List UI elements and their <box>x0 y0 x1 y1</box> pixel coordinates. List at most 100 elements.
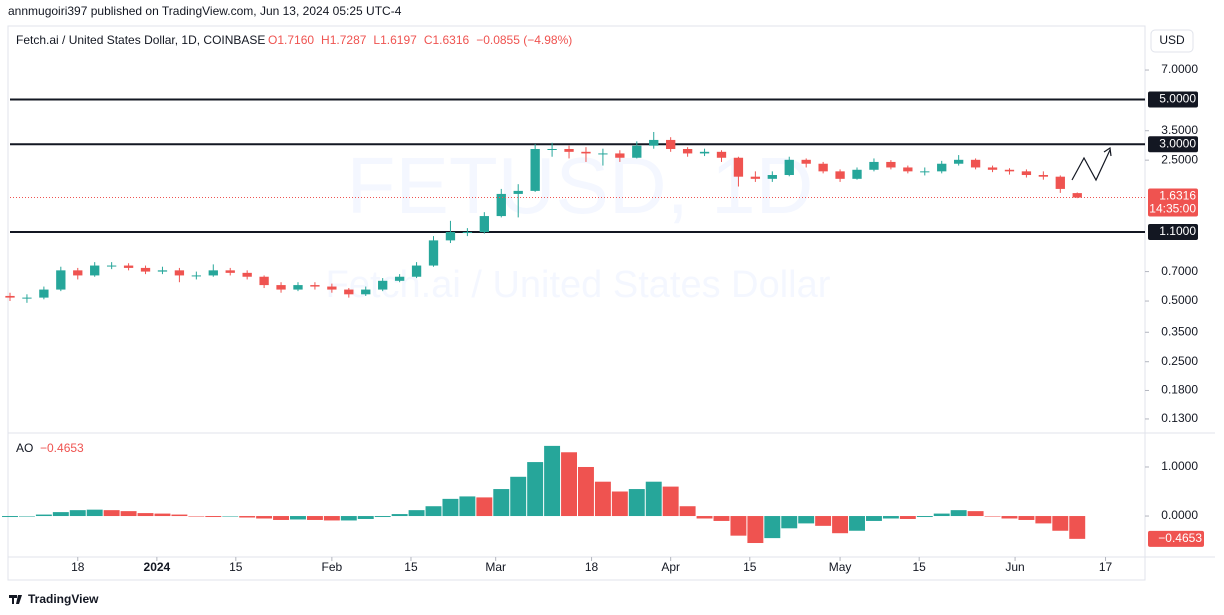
y-tick-label: 7.0000 <box>1161 62 1198 76</box>
candle-body <box>835 171 845 179</box>
candle-body <box>682 149 693 154</box>
x-tick-label: 17 <box>1099 560 1113 574</box>
ao-bar <box>561 452 577 517</box>
candle-body <box>208 270 218 276</box>
y-tick-label: 3.5000 <box>1161 123 1198 137</box>
currency-label[interactable]: USD <box>1159 33 1185 47</box>
x-tick-label: 15 <box>913 560 927 574</box>
candle-body <box>818 163 828 172</box>
candle-body <box>123 265 134 268</box>
candle-body <box>445 232 456 241</box>
candle-body <box>750 176 761 179</box>
candle-body <box>73 270 83 276</box>
watermark-subtitle: Fetch.ai / United States Dollar <box>326 264 831 306</box>
ao-bar <box>679 506 696 517</box>
candle-body <box>953 159 964 164</box>
candle-body <box>937 163 947 172</box>
ao-value: −0.4653 <box>40 441 84 455</box>
ao-bar <box>442 498 459 517</box>
level-label-box <box>1148 91 1198 108</box>
ao-bar <box>425 506 442 517</box>
x-tick-label: 18 <box>71 560 85 574</box>
ao-bar <box>154 513 171 517</box>
ao-bar <box>374 516 391 518</box>
ao-bar <box>188 516 205 517</box>
x-tick-label: Jun <box>1005 560 1024 574</box>
candle-body <box>767 175 777 179</box>
ao-bar <box>730 516 747 536</box>
ao-bar <box>713 516 730 521</box>
candle-body <box>90 265 100 276</box>
candle-body <box>462 232 473 234</box>
chart-frame <box>7 25 1146 581</box>
x-tick-label: Apr <box>661 560 680 574</box>
ao-last-label: −0.4653 <box>1158 531 1202 545</box>
candle-body <box>1004 169 1015 172</box>
candle-body <box>970 159 981 168</box>
ao-bar <box>103 510 120 517</box>
candle-body <box>547 149 557 151</box>
ao-bar <box>544 445 561 517</box>
candle-body <box>1021 171 1032 176</box>
ao-bar <box>984 516 1001 517</box>
ohlc-value: L1.6197 <box>373 33 417 47</box>
ao-bar <box>1001 516 1018 519</box>
ao-bar <box>645 481 662 517</box>
ao-bar <box>340 516 357 521</box>
ao-bar <box>950 510 967 517</box>
candle-body <box>56 270 66 290</box>
level-label-box <box>1148 136 1198 153</box>
candle-body <box>242 272 252 277</box>
ao-bar <box>781 516 798 529</box>
level-label: 1.1000 <box>1159 224 1196 238</box>
y-tick-label: 0.3500 <box>1161 324 1198 338</box>
candle-body <box>174 270 185 276</box>
candle-body <box>140 267 151 272</box>
ao-bar <box>171 514 188 517</box>
arrow-drawing <box>1071 149 1111 182</box>
candle-body <box>598 153 608 155</box>
candle-body <box>903 167 913 172</box>
ao-bar <box>865 516 882 521</box>
candle-body <box>428 240 439 266</box>
logo-icon <box>9 595 22 604</box>
ao-last-box <box>1148 530 1204 547</box>
level-label: 5.0000 <box>1159 92 1196 106</box>
ao-bar <box>510 476 527 517</box>
candle-body <box>106 265 117 267</box>
ao-bar <box>1035 516 1052 524</box>
ao-bar <box>239 516 256 518</box>
x-tick-label: 15 <box>229 560 243 574</box>
candle-body <box>39 289 49 298</box>
ao-bar <box>899 516 916 519</box>
y-tick-label: 0.1300 <box>1161 411 1198 425</box>
ao-bar <box>69 510 86 517</box>
y-tick-label: 0.5000 <box>1161 293 1198 307</box>
ao-bar <box>1018 516 1035 520</box>
currency-button[interactable] <box>1150 29 1194 53</box>
last-price-label: 1.6316 <box>1159 189 1196 203</box>
ao-y-tick-label: 0.0000 <box>1161 508 1198 522</box>
ao-bar <box>578 466 594 517</box>
watermark: FETUSD, 1D <box>347 141 814 230</box>
candle-body <box>530 149 540 191</box>
y-tick-label: 0.1800 <box>1161 383 1198 397</box>
level-label: 3.0000 <box>1159 136 1196 150</box>
chart-title: Fetch.ai / United States Dollar, 1D, COI… <box>16 33 265 47</box>
candle-body <box>411 265 422 277</box>
ao-bar <box>611 491 628 517</box>
ao-bar <box>86 509 103 517</box>
ao-y-tick-label: 1.0000 <box>1161 459 1198 473</box>
ao-bar <box>882 516 899 519</box>
candle-body <box>733 157 744 177</box>
ao-bar <box>391 514 408 517</box>
y-tick-label: 2.5000 <box>1161 152 1198 166</box>
ao-bar <box>52 512 69 517</box>
candle-body <box>699 151 710 154</box>
candle-body <box>513 190 523 194</box>
candle-body <box>310 285 320 287</box>
ao-bar <box>290 516 306 520</box>
candle-body <box>801 159 811 164</box>
candle-body <box>632 145 642 158</box>
x-tick-label: 18 <box>585 560 599 574</box>
